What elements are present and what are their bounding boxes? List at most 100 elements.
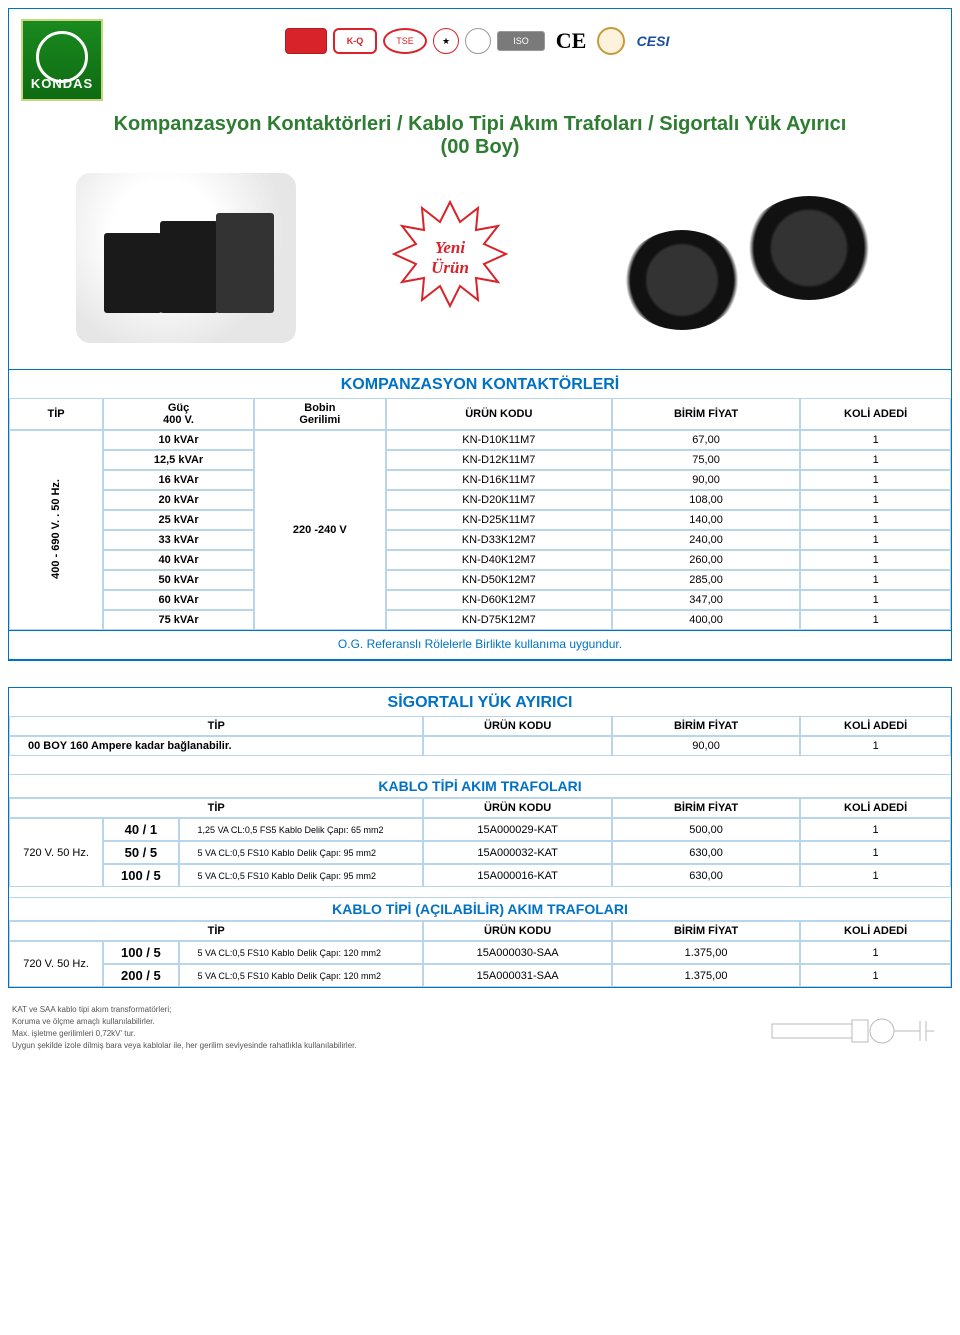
cell-spec: 5 VA CL:0,5 FS10 Kablo Delik Çapı: 95 mm…	[179, 864, 424, 887]
cell-voltage: 720 V. 50 Hz.	[9, 941, 103, 987]
contactors-note: O.G. Referanslı Rölelerle Birlikte kulla…	[9, 630, 951, 660]
cell-code: KN-D60K12M7	[386, 590, 612, 610]
switch-qty: 1	[800, 736, 951, 756]
badge-cesi-icon: CESI	[631, 28, 675, 54]
col-code: ÜRÜN KODU	[423, 716, 611, 736]
col-price: BİRİM FİYAT	[612, 921, 800, 941]
badge-star-icon: ★	[433, 28, 459, 54]
cell-spec: 5 VA CL:0,5 FS10 Kablo Delik Çapı: 120 m…	[179, 941, 424, 964]
cell-code: KN-D33K12M7	[386, 530, 612, 550]
table-row: 60 kVArKN-D60K12M7347,001	[9, 590, 951, 610]
cell-code: KN-D75K12M7	[386, 610, 612, 630]
cell-qty: 1	[800, 570, 951, 590]
badge-iso-icon: ISO	[497, 31, 545, 51]
cell-ratio: 100 / 5	[103, 941, 178, 964]
cell-price: 400,00	[612, 610, 800, 630]
cell-price: 140,00	[612, 510, 800, 530]
section-title-switch: SİGORTALI YÜK AYIRICI	[9, 688, 951, 716]
cell-power: 10 kVAr	[103, 430, 254, 450]
col-tip: TİP	[9, 798, 423, 818]
table-header-row: TİP Güç 400 V. Bobin Gerilimi ÜRÜN KODU …	[9, 398, 951, 430]
cell-code: KN-D40K12M7	[386, 550, 612, 570]
cell-code: KN-D25K11M7	[386, 510, 612, 530]
table-row: 720 V. 50 Hz.100 / 55 VA CL:0,5 FS10 Kab…	[9, 941, 951, 964]
badge-red-icon	[285, 28, 327, 54]
badge-gold-icon	[597, 27, 625, 55]
col-qty: KOLİ ADEDİ	[800, 716, 951, 736]
table-header-row: TİP ÜRÜN KODU BİRİM FİYAT KOLİ ADEDİ	[9, 798, 951, 818]
cell-ratio: 50 / 5	[103, 841, 178, 864]
cell-coil: 220 -240 V	[254, 430, 386, 630]
table-row: 75 kVAr KN-D75K12M7400,001	[9, 610, 951, 630]
col-qty: KOLİ ADEDİ	[800, 398, 951, 430]
badge-tse-icon: TSE	[383, 28, 427, 54]
cell-power: 33 kVAr	[103, 530, 254, 550]
col-qty: KOLİ ADEDİ	[800, 798, 951, 818]
cell-qty: 1	[800, 530, 951, 550]
cell-spec: 5 VA CL:0,5 FS10 Kablo Delik Çapı: 95 mm…	[179, 841, 424, 864]
col-tip: TİP	[9, 398, 103, 430]
title-line-2: (00 Boy)	[29, 136, 931, 159]
cell-qty: 1	[800, 510, 951, 530]
cell-power: 25 kVAr	[103, 510, 254, 530]
col-price: BİRİM FİYAT	[612, 798, 800, 818]
cell-qty: 1	[800, 610, 951, 630]
cell-code: KN-D10K11M7	[386, 430, 612, 450]
table-row: 50 kVArKN-D50K12M7285,001	[9, 570, 951, 590]
footnotes: KAT ve SAA kablo tipi akım transformatör…	[0, 996, 960, 1066]
badge-kq-icon: K-Q	[333, 28, 377, 54]
cable-ct-open-table: KABLO TİPİ (AÇILABİLİR) AKIM TRAFOLARI T…	[9, 897, 951, 987]
cell-qty: 1	[800, 841, 951, 864]
table-header-row: TİP ÜRÜN KODU BİRİM FİYAT KOLİ ADEDİ	[9, 921, 951, 941]
product-photo-contactors	[76, 173, 296, 343]
header: KONDAS K-Q TSE ★ ISO CE CESI	[9, 9, 951, 105]
cell-price: 630,00	[612, 841, 800, 864]
cell-qty: 1	[800, 430, 951, 450]
cell-price: 630,00	[612, 864, 800, 887]
cell-price: 1.375,00	[612, 941, 800, 964]
cell-price: 108,00	[612, 490, 800, 510]
cell-qty: 1	[800, 964, 951, 987]
star-line1: Yeni	[435, 238, 465, 258]
cell-ratio: 100 / 5	[103, 864, 178, 887]
cell-power: 75 kVAr	[103, 610, 254, 630]
table-row: 16 kVArKN-D16K11M790,001	[9, 470, 951, 490]
page-title: Kompanzasyon Kontaktörleri / Kablo Tipi …	[9, 105, 951, 159]
col-price: BİRİM FİYAT	[612, 398, 800, 430]
cable-sketch-icon	[770, 1006, 940, 1056]
cell-qty: 1	[800, 470, 951, 490]
cert-badges: K-Q TSE ★ ISO CE CESI	[285, 27, 675, 55]
table-row: 100 / 55 VA CL:0,5 FS10 Kablo Delik Çapı…	[9, 864, 951, 887]
table-row: 50 / 55 VA CL:0,5 FS10 Kablo Delik Çapı:…	[9, 841, 951, 864]
cell-power: 50 kVAr	[103, 570, 254, 590]
cell-price: 1.375,00	[612, 964, 800, 987]
cell-qty: 1	[800, 490, 951, 510]
contactors-table: TİP Güç 400 V. Bobin Gerilimi ÜRÜN KODU …	[9, 398, 951, 630]
cell-code: KN-D20K11M7	[386, 490, 612, 510]
col-code: ÜRÜN KODU	[386, 398, 612, 430]
cell-power: 60 kVAr	[103, 590, 254, 610]
cell-qty: 1	[800, 818, 951, 841]
table-row: 400 - 690 V. . 50 Hz.10 kVAr220 -240 VKN…	[9, 430, 951, 450]
cell-power: 40 kVAr	[103, 550, 254, 570]
cell-ratio: 200 / 5	[103, 964, 178, 987]
table-row: 720 V. 50 Hz.40 / 11,25 VA CL:0,5 FS5 Ka…	[9, 818, 951, 841]
title-line-1: Kompanzasyon Kontaktörleri / Kablo Tipi …	[29, 113, 931, 136]
cell-qty: 1	[800, 864, 951, 887]
cell-ratio: 40 / 1	[103, 818, 178, 841]
cell-code: 15A000029-KAT	[423, 818, 611, 841]
product-images: Yeni Ürün	[9, 159, 951, 369]
cell-price: 260,00	[612, 550, 800, 570]
table-row: 33 kVAr KN-D33K12M7240,001	[9, 530, 951, 550]
col-qty: KOLİ ADEDİ	[800, 921, 951, 941]
cable-ct-table: KABLO TİPİ AKIM TRAFOLARI TİP ÜRÜN KODU …	[9, 774, 951, 887]
col-tip: TİP	[9, 716, 423, 736]
switch-table: TİP ÜRÜN KODU BİRİM FİYAT KOLİ ADEDİ 00 …	[9, 716, 951, 756]
brand-name: KONDAS	[31, 76, 93, 91]
cell-price: 240,00	[612, 530, 800, 550]
cell-spec: 1,25 VA CL:0,5 FS5 Kablo Delik Çapı: 65 …	[179, 818, 424, 841]
cell-code: 15A000016-KAT	[423, 864, 611, 887]
brand-logo: KONDAS	[21, 19, 103, 101]
col-price: BİRİM FİYAT	[612, 716, 800, 736]
cell-code: 15A000030-SAA	[423, 941, 611, 964]
